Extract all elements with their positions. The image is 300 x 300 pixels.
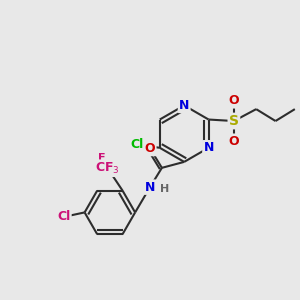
Text: O: O	[229, 94, 239, 107]
Text: N: N	[179, 99, 189, 112]
Text: N: N	[203, 141, 214, 154]
Text: Cl: Cl	[57, 210, 70, 224]
Text: S: S	[229, 114, 239, 128]
Text: CF$_3$: CF$_3$	[95, 161, 120, 176]
Text: F: F	[98, 153, 106, 163]
Text: O: O	[229, 135, 239, 148]
Text: H: H	[160, 184, 169, 194]
Text: O: O	[145, 142, 155, 155]
Text: F: F	[98, 160, 106, 170]
Text: Cl: Cl	[131, 138, 144, 151]
Text: F: F	[98, 168, 106, 178]
Text: N: N	[145, 181, 155, 194]
